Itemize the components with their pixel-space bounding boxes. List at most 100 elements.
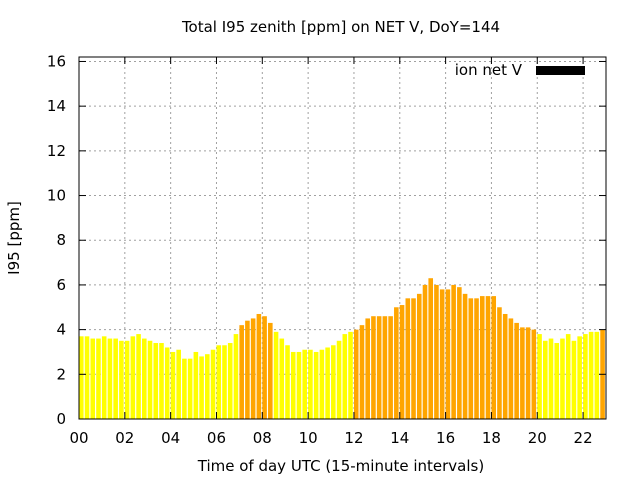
bar <box>159 343 164 419</box>
bar <box>342 334 348 419</box>
bar <box>210 349 216 419</box>
bar <box>124 340 130 419</box>
y-tick-label: 10 <box>47 187 66 205</box>
bar <box>193 351 199 419</box>
bar <box>491 296 497 419</box>
bar <box>285 345 290 419</box>
bar <box>79 336 84 419</box>
bar <box>130 336 136 419</box>
bar <box>187 358 193 419</box>
plot-frame <box>78 56 607 420</box>
chart-title: Total I95 zenith [ppm] on NET V, DoY=144 <box>181 18 500 36</box>
bar <box>164 347 170 419</box>
bar <box>474 298 479 419</box>
bar <box>331 345 336 419</box>
bar <box>313 351 319 419</box>
bar <box>439 289 445 419</box>
bar <box>353 329 359 419</box>
y-tick-label: 4 <box>56 321 66 339</box>
bar <box>170 351 176 419</box>
x-tick-label: 08 <box>253 429 272 447</box>
bar <box>399 305 405 419</box>
x-tick-label: 14 <box>390 429 409 447</box>
y-tick-label: 0 <box>56 410 66 428</box>
bar <box>296 351 302 419</box>
x-tick-label: 20 <box>528 429 547 447</box>
bar <box>434 284 439 419</box>
bar <box>365 318 370 419</box>
bar <box>422 284 428 419</box>
y-tick-label: 12 <box>47 142 66 160</box>
legend: ion net V <box>455 61 585 79</box>
bar <box>199 356 204 419</box>
bar <box>428 278 433 419</box>
bar <box>485 296 491 419</box>
x-tick-label: 22 <box>574 429 593 447</box>
bar <box>520 327 525 419</box>
bar <box>577 336 582 419</box>
bar <box>508 318 514 419</box>
bar <box>502 313 508 419</box>
bar <box>101 336 107 419</box>
bar <box>268 322 273 419</box>
bar <box>531 329 537 419</box>
bar <box>222 345 227 419</box>
bar <box>119 340 124 419</box>
bar <box>479 296 485 419</box>
bar <box>290 351 296 419</box>
x-tick-label: 10 <box>299 429 318 447</box>
bar <box>376 316 382 419</box>
bar <box>279 338 285 419</box>
x-axis-label: Time of day UTC (15-minute intervals) <box>197 457 484 475</box>
bar <box>142 338 147 419</box>
y-axis-ticks: 0 2 4 6 8 10 12 14 16 <box>47 52 606 428</box>
bar <box>565 334 571 419</box>
bar <box>245 320 250 419</box>
y-tick-label: 2 <box>56 365 66 383</box>
bar <box>462 293 468 419</box>
bar <box>583 334 588 419</box>
bar <box>457 287 462 419</box>
bar <box>239 325 244 419</box>
bar <box>90 338 96 419</box>
bar <box>216 345 222 419</box>
bar <box>382 316 388 419</box>
bar <box>394 307 399 419</box>
bar <box>388 316 393 419</box>
bar <box>233 334 239 419</box>
bar <box>262 316 267 419</box>
bar <box>514 322 519 419</box>
bar <box>405 298 411 419</box>
legend-label: ion net V <box>455 61 523 79</box>
bar <box>336 340 342 419</box>
bar <box>348 331 353 419</box>
bars <box>79 278 605 419</box>
x-tick-label: 00 <box>69 429 88 447</box>
bar <box>548 338 554 419</box>
y-tick-label: 16 <box>47 52 66 70</box>
bar <box>445 289 451 419</box>
bar <box>250 318 256 419</box>
bar <box>147 340 153 419</box>
x-tick-label: 12 <box>344 429 363 447</box>
x-tick-label: 02 <box>115 429 134 447</box>
bar <box>554 343 560 419</box>
x-tick-label: 06 <box>207 429 226 447</box>
bar <box>359 325 365 419</box>
bar <box>571 340 577 419</box>
x-tick-label: 04 <box>161 429 180 447</box>
bar <box>136 334 141 419</box>
y-tick-label: 6 <box>56 276 66 294</box>
x-tick-label: 18 <box>482 429 501 447</box>
y-tick-label: 14 <box>47 97 66 115</box>
bar <box>176 349 181 419</box>
bar <box>451 284 456 419</box>
bar <box>325 347 330 419</box>
bar <box>302 349 307 419</box>
bar <box>588 331 594 419</box>
bar <box>468 298 474 419</box>
bar <box>560 338 565 419</box>
bar <box>113 338 118 419</box>
bar <box>416 293 422 419</box>
